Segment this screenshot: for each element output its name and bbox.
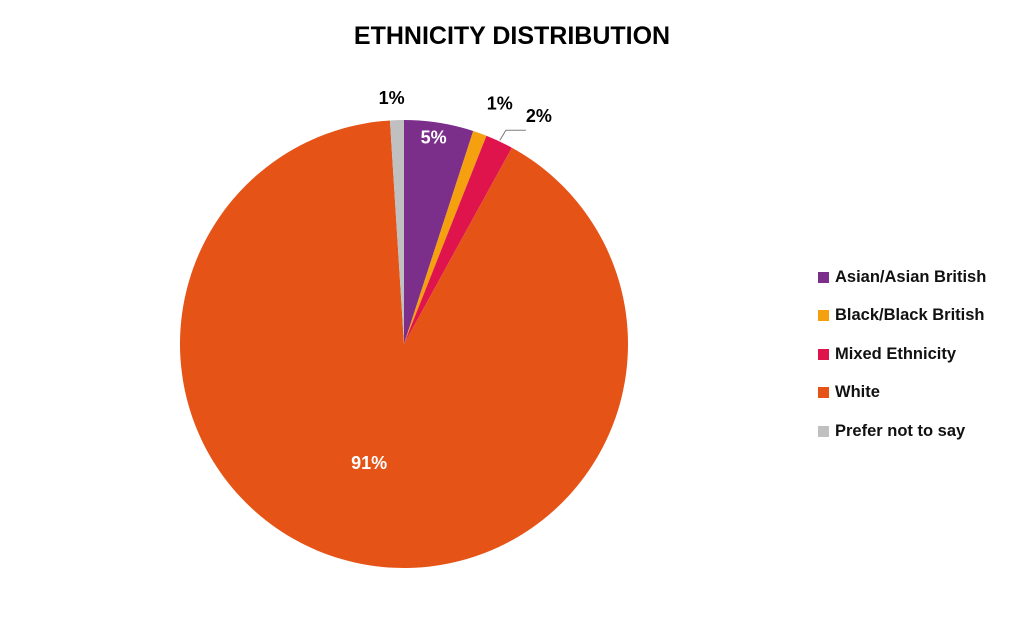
- pie-slice-white: [179, 120, 628, 569]
- legend-label: White: [835, 383, 880, 402]
- data-label: 2%: [526, 106, 552, 126]
- legend-label: Black/Black British: [835, 306, 985, 325]
- data-labels: 5% 1% 2% 91% 1%: [351, 88, 552, 473]
- legend-item: White: [818, 374, 986, 413]
- legend-item: Asian/Asian British: [818, 258, 986, 297]
- legend-item: Mixed Ethnicity: [818, 335, 986, 374]
- legend-swatch: [818, 425, 829, 437]
- legend-swatch: [818, 387, 829, 399]
- legend-swatch: [818, 271, 829, 283]
- leader-line: [499, 129, 526, 141]
- data-label: 5%: [421, 127, 447, 147]
- legend-label: Prefer not to say: [835, 421, 966, 440]
- pie-slice-prefer-not-to-say: [389, 120, 404, 344]
- chart-title: ETHNICITY DISTRIBUTION: [353, 22, 671, 50]
- data-label: 1%: [487, 94, 513, 114]
- legend-item: Black/Black British: [818, 297, 986, 336]
- leader-lines: [499, 129, 526, 141]
- data-label: 91%: [351, 453, 387, 473]
- pie-slice-black-black-british: [404, 130, 487, 344]
- pie-slice-mixed-ethnicity: [404, 135, 512, 344]
- legend-swatch: [818, 348, 829, 360]
- data-label: 1%: [379, 88, 405, 108]
- legend-label: Mixed Ethnicity: [835, 344, 957, 363]
- legend-item: Prefer not to say: [818, 412, 986, 451]
- legend: Asian/Asian British Black/Black British Mi…: [818, 258, 986, 451]
- legend-swatch: [818, 310, 829, 322]
- pie-slices: [179, 120, 628, 569]
- legend-label: Asian/Asian British: [835, 267, 987, 286]
- pie-slice-asian-asian-british: [404, 120, 474, 344]
